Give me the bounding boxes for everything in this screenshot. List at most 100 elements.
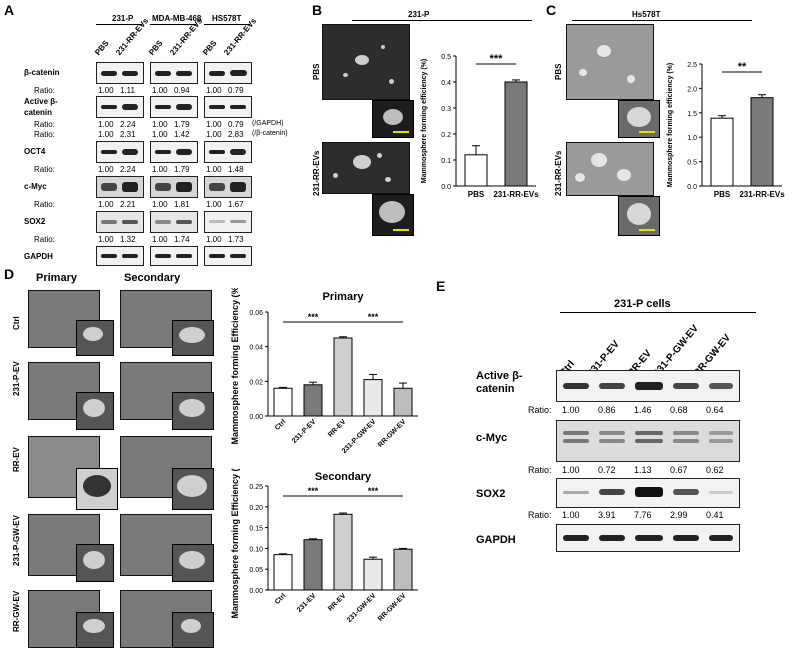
bar: [273, 387, 293, 417]
bar: [333, 513, 353, 591]
ratio-label: Ratio:: [528, 510, 552, 520]
x-tick-label: RR-EV: [327, 592, 348, 613]
ratio-value: 1.00: [152, 86, 168, 95]
ratio-value: 0.86: [598, 405, 616, 415]
ratio-value: 0.72: [598, 465, 616, 475]
chart-title: Secondary: [315, 471, 372, 483]
col-label-primary: Primary: [36, 272, 77, 284]
y-tick-label: 2.0: [687, 86, 697, 93]
y-axis-label: Mammosphere forming Efficiency (%): [230, 468, 240, 619]
ratio-value: 0.79: [228, 86, 244, 95]
ratio-value: 1.00: [98, 120, 114, 129]
ratio-value: 1.73: [228, 235, 244, 244]
blot: [556, 420, 740, 462]
micrograph-pbs: [566, 24, 654, 100]
ratio-value: 2.31: [120, 130, 136, 139]
x-tick-label: 231-GW-EV: [346, 592, 378, 624]
bar: [333, 337, 353, 417]
chart-title: Primary: [323, 291, 365, 303]
blot: [150, 176, 198, 198]
y-tick-label: 0.00: [249, 588, 263, 595]
blot: [96, 176, 144, 198]
group-line-231p: [96, 24, 142, 25]
bar: [750, 97, 774, 187]
inset: [76, 320, 114, 356]
significance-label: ***: [490, 53, 504, 65]
col-label-secondary: Secondary: [124, 272, 181, 284]
y-tick-label: 0.06: [249, 310, 263, 317]
group-line: [560, 312, 756, 313]
ratio-value: 1.00: [98, 235, 114, 244]
bar: [504, 81, 528, 187]
chart-c: 0.0 0.5 1.0 1.5 2.0 2.5 Mammosphere forming ef…: [667, 61, 785, 199]
blot: [150, 62, 198, 84]
row-label-ctrl: Ctrl: [12, 316, 21, 330]
y-axis-label: Mammosphere forming Efficiency (%): [230, 288, 240, 445]
lane-label: PBS: [201, 38, 219, 57]
inset: [172, 544, 214, 582]
y-tick-label: 0.02: [249, 379, 263, 386]
inset: [172, 320, 214, 356]
ratio-value: 0.64: [706, 405, 724, 415]
group-label-mdamb468: MDA-MB-468: [152, 14, 202, 23]
blot: [556, 478, 740, 508]
blot: [204, 141, 252, 163]
chart-d-secondary: Secondary 0.00 0.05 0.10 0.15 0.20 0.25 Mammosp…: [230, 468, 418, 624]
ratio-value: 1.00: [562, 405, 580, 415]
inset: [76, 544, 114, 582]
significance-label: ***: [308, 486, 319, 496]
ratio-label: Ratio:: [34, 86, 55, 95]
y-tick-label: 0.0: [441, 184, 451, 191]
micrograph-231-rr-evs: [322, 142, 410, 194]
blot: [556, 370, 740, 402]
inset: [172, 612, 214, 648]
row-label-sox2: SOX2: [24, 217, 46, 226]
row-label-c-myc: c-Myc: [24, 182, 47, 191]
ratio-value: 1.00: [98, 86, 114, 95]
ratio-value: 1.00: [152, 235, 168, 244]
x-tick-label: RR-EV: [327, 418, 348, 439]
y-tick-label: 0.25: [249, 484, 263, 491]
ratio-value: 1.00: [206, 86, 222, 95]
blot: [204, 246, 252, 266]
row-label-rr-gw-ev: RR-GW-EV: [12, 590, 21, 632]
inset-pbs: [618, 100, 660, 138]
y-tick-label: 0.15: [249, 526, 263, 533]
inset-pbs: [372, 100, 414, 138]
row-label-beta-catenin: β-catenin: [24, 68, 60, 77]
inset-231-rr-evs: [372, 194, 414, 236]
ratio-value: 2.24: [120, 165, 136, 174]
inset: [172, 468, 214, 510]
blot: [556, 524, 740, 552]
y-tick-label: 0.20: [249, 505, 263, 512]
y-tick-label: 0.2: [441, 132, 451, 139]
chart-d-primary: Primary 0.00 0.02 0.04 0.06 Mammosphere formi…: [230, 288, 418, 455]
ratio-value: 2.24: [120, 120, 136, 129]
y-tick-label: 0.05: [249, 567, 263, 574]
panel-label-b: B: [312, 2, 323, 18]
bar: [363, 558, 383, 591]
group-label-hs578t: HS578T: [212, 14, 242, 23]
x-tick-label: 231-EV: [296, 592, 318, 614]
ratio-value: 1.48: [228, 165, 244, 174]
ratio-value: 1.00: [98, 165, 114, 174]
significance-label: ***: [368, 486, 379, 496]
ratio-value: 1.81: [174, 200, 190, 209]
y-tick-label: 0.3: [441, 106, 451, 113]
row-label-active-beta-catenin: Active β-catenin: [476, 370, 523, 395]
row-label-c-myc: c-Myc: [476, 432, 508, 444]
ratio-value: 1.42: [174, 130, 190, 139]
y-tick-label: 0.10: [249, 546, 263, 553]
ratio-value: 0.62: [706, 465, 724, 475]
y-axis-label: Mammosphere forming efficiency (%): [421, 59, 428, 183]
row-label-pbs: PBS: [554, 63, 563, 80]
ratio-value: 1.00: [206, 120, 222, 129]
blot: [204, 176, 252, 198]
ratio-value: 0.67: [670, 465, 688, 475]
row-label-231-rr-evs: 231-RR-EVs: [312, 150, 321, 196]
blot: [150, 211, 198, 233]
row-label-gapdh: GAPDH: [24, 252, 53, 261]
ratio-value: 1.00: [152, 200, 168, 209]
ratio-value: 1.00: [562, 465, 580, 475]
row-label-sox2: SOX2: [476, 488, 506, 500]
